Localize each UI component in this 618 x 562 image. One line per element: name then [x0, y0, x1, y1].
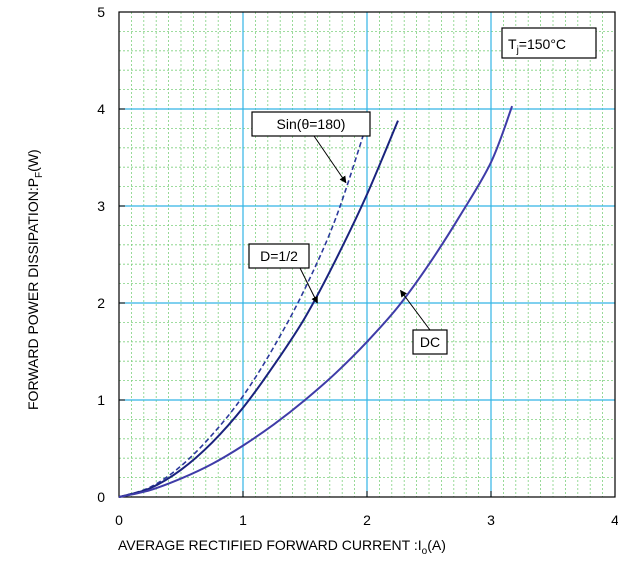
y-tick-label: 0 — [97, 489, 105, 505]
y-tick-label: 3 — [97, 198, 105, 214]
annotation-sin-180: Sin(θ=180) — [251, 111, 371, 184]
series-line-dc — [118, 105, 514, 498]
annotation-box — [248, 243, 310, 269]
series-line-sin-180 — [118, 123, 368, 498]
annotation-label: DC — [420, 334, 440, 350]
x-tick-label: 4 — [611, 512, 618, 528]
annotation-box — [251, 111, 371, 137]
y-tick-label: 1 — [97, 392, 105, 408]
y-tick-label: 2 — [97, 295, 105, 311]
y-tick-label: 5 — [97, 4, 105, 20]
condition-box: Tj=150°C — [501, 27, 597, 59]
annotation-arrow — [299, 267, 318, 304]
x-tick-label: 2 — [363, 512, 371, 528]
condition-label: Tj=150°C — [508, 36, 566, 56]
x-axis-title: AVERAGE RECTIFIED FORWARD CURRENT :Io(A) — [118, 537, 446, 557]
series — [118, 105, 514, 498]
annotations: Sin(θ=180) D=1/2 DC — [248, 111, 448, 355]
annotation-d-1-2: D=1/2 — [248, 243, 318, 304]
annotation-label: Sin(θ=180) — [277, 116, 346, 132]
x-tick-label: 1 — [239, 512, 247, 528]
y-axis-title: FORWARD POWER DISSIPATION:PF(W) — [25, 149, 45, 410]
annotation-label: D=1/2 — [260, 248, 298, 264]
annotation-dc: DC — [400, 289, 448, 355]
annotation-box — [412, 329, 448, 355]
x-tick-label: 3 — [487, 512, 495, 528]
y-tick-label: 4 — [97, 101, 105, 117]
annotation-arrow — [400, 289, 431, 331]
grid — [119, 12, 615, 497]
series-line-d-1-2 — [118, 120, 399, 498]
annotation-arrow — [313, 135, 347, 184]
ticks: 0 1 2 3 4 0 1 2 3 4 5 — [97, 4, 618, 528]
x-tick-label: 0 — [115, 512, 123, 528]
